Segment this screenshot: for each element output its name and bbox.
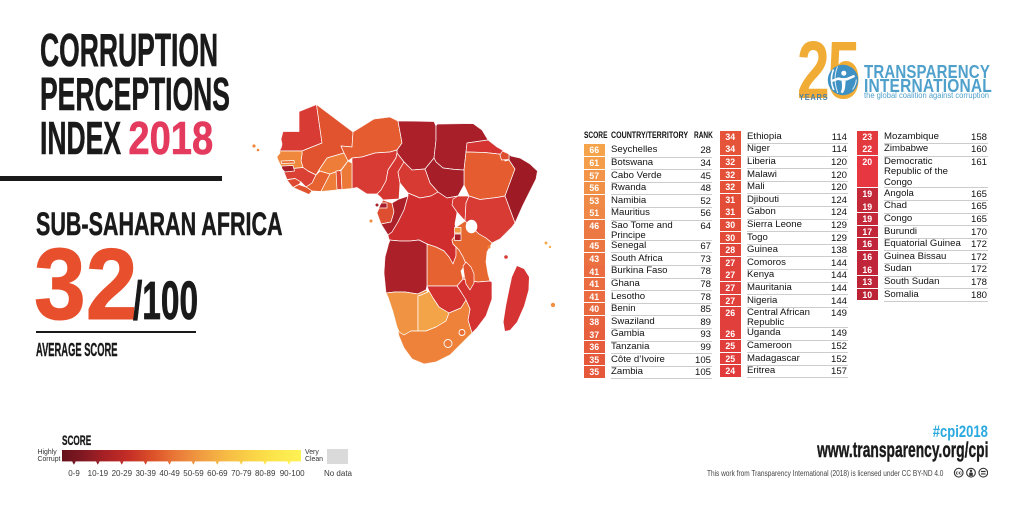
svg-text:cc: cc <box>956 471 962 477</box>
